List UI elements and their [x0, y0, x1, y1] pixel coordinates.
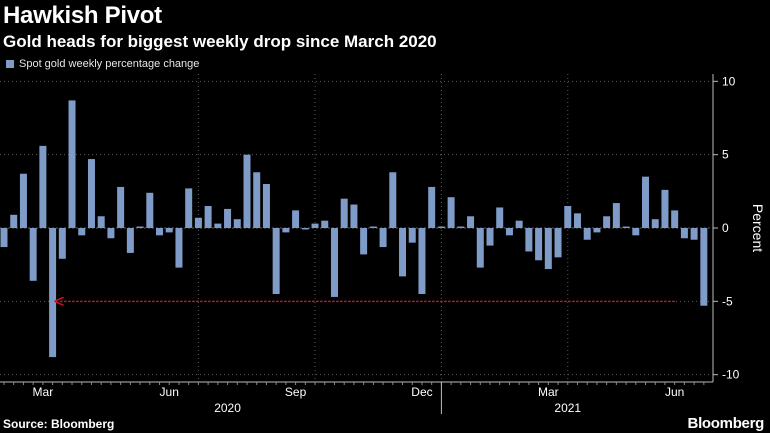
- x-tick-label: Dec: [411, 385, 432, 399]
- bar: [311, 223, 319, 228]
- bar: [651, 219, 659, 228]
- bar: [369, 226, 377, 228]
- bar: [642, 176, 650, 228]
- bar: [437, 226, 445, 228]
- bar: [447, 197, 455, 228]
- bar: [224, 208, 232, 228]
- x-tick-label: Mar: [33, 385, 54, 399]
- bar: [554, 228, 562, 258]
- bar: [680, 228, 688, 239]
- y-tick-label: 5: [722, 148, 729, 162]
- bar: [185, 188, 193, 228]
- bar: [467, 216, 475, 228]
- chart-subtitle: Gold heads for biggest weekly drop since…: [3, 32, 437, 51]
- bar: [457, 226, 465, 228]
- bar: [243, 154, 251, 228]
- bar: [165, 228, 173, 233]
- year-label: 2021: [554, 401, 581, 415]
- bar: [87, 159, 95, 228]
- y-tick-label: 0: [722, 221, 729, 235]
- bar: [505, 228, 513, 236]
- bar: [418, 228, 426, 294]
- y-tick-label: -5: [722, 294, 733, 308]
- bar: [97, 216, 105, 228]
- annotation-arrowhead: [54, 296, 64, 307]
- bar: [0, 228, 8, 248]
- bar: [583, 228, 591, 240]
- bar: [428, 186, 436, 228]
- y-axis-label: Percent: [750, 204, 766, 252]
- bar: [340, 198, 348, 228]
- bar: [593, 228, 601, 233]
- bar: [389, 172, 397, 228]
- bar: [564, 206, 572, 228]
- bar: [700, 228, 708, 306]
- bar: [117, 186, 125, 228]
- bar: [126, 228, 134, 253]
- bar: [525, 228, 533, 252]
- bar: [262, 184, 270, 228]
- legend-label: Spot gold weekly percentage change: [19, 58, 200, 70]
- bar: [515, 220, 523, 228]
- source-note: Source: Bloomberg: [3, 417, 115, 431]
- x-tick-label: Jun: [160, 385, 179, 399]
- bar: [496, 207, 504, 228]
- legend-swatch: [6, 60, 14, 68]
- bar: [360, 228, 368, 255]
- bar: [622, 226, 630, 228]
- bar: [19, 173, 27, 228]
- bar: [204, 206, 212, 228]
- bar: [233, 219, 241, 228]
- bar: [39, 145, 47, 228]
- x-tick-label: Sep: [285, 385, 307, 399]
- year-label: 2020: [214, 401, 241, 415]
- bar: [408, 228, 416, 243]
- bar: [690, 228, 698, 240]
- bar: [603, 216, 611, 228]
- bar: [661, 189, 669, 228]
- bar: [321, 220, 329, 228]
- bar: [253, 172, 261, 228]
- bar: [301, 228, 309, 230]
- bar: [292, 210, 300, 228]
- bar: [282, 228, 290, 233]
- bar: [573, 213, 581, 228]
- bar: [214, 223, 222, 228]
- bar: [272, 228, 280, 294]
- bar: [175, 228, 183, 268]
- bar: [486, 228, 494, 246]
- x-tick-label: Jun: [665, 385, 684, 399]
- bar: [671, 210, 679, 228]
- bar: [29, 228, 37, 281]
- y-tick-label: -10: [722, 368, 740, 382]
- bar: [330, 228, 338, 297]
- chart-title: Hawkish Pivot: [3, 2, 162, 29]
- bar: [612, 203, 620, 228]
- bar: [146, 192, 154, 228]
- bar: [78, 228, 86, 236]
- bar: [156, 228, 164, 236]
- brand-logo: Bloomberg: [687, 415, 765, 432]
- bar: [399, 228, 407, 277]
- bar: [107, 228, 115, 239]
- bar: [136, 226, 144, 228]
- bar: [10, 214, 18, 228]
- bar: [632, 228, 640, 236]
- bar: [68, 100, 76, 228]
- bar: [350, 204, 358, 228]
- bar: [535, 228, 543, 261]
- chart-legend: Spot gold weekly percentage change: [6, 58, 199, 70]
- bar: [476, 228, 484, 268]
- x-tick-label: Mar: [538, 385, 559, 399]
- y-tick-label: 10: [722, 74, 736, 88]
- bar: [49, 228, 57, 358]
- bar: [544, 228, 552, 270]
- bar: [379, 228, 387, 248]
- bar: [58, 228, 66, 259]
- bar: [194, 217, 202, 228]
